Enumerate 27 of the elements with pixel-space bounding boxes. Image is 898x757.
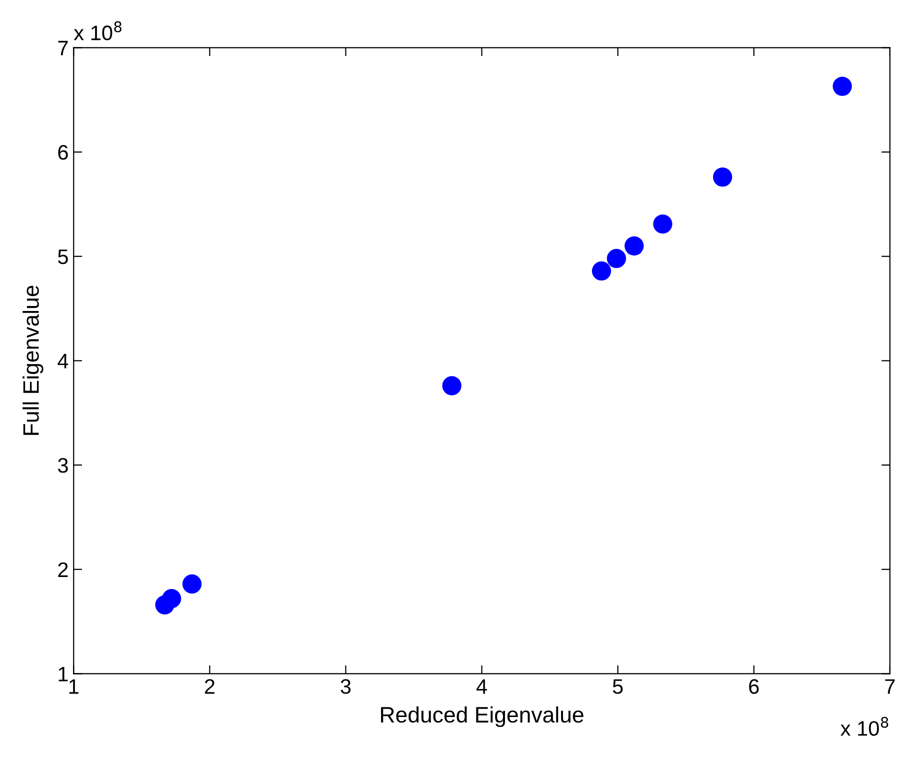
point — [182, 574, 202, 594]
x-tick-label: 2 — [204, 679, 214, 694]
y-tick-label: 3 — [58, 458, 68, 473]
x-tick-label: 4 — [476, 679, 487, 694]
point — [162, 589, 182, 608]
point — [592, 261, 612, 281]
x-tick-label: 5 — [612, 679, 623, 694]
point — [624, 236, 644, 256]
y-tick-label: 6 — [58, 145, 68, 160]
point — [713, 168, 732, 187]
y-tick-label: 7 — [58, 40, 68, 56]
point — [442, 376, 462, 396]
y-tick-label: 2 — [58, 562, 68, 577]
text: x 10$^{8}$ — [840, 716, 888, 736]
y-tick-label: 5 — [58, 250, 68, 264]
point — [653, 214, 672, 234]
y-tick-label: 1 — [58, 666, 68, 682]
x-tick-label: 7 — [885, 679, 895, 694]
text: x 10$^{8}$ — [74, 21, 122, 40]
x-axis-title: Reduced Eigenvalue — [381, 706, 584, 728]
x-tick-label: 1 — [69, 679, 78, 694]
y-axis-title: Full Eigenvalue — [22, 286, 44, 435]
x-tick-label: 6 — [749, 679, 759, 694]
point — [606, 248, 626, 268]
y-tick-label: 4 — [58, 354, 68, 368]
point — [832, 76, 852, 96]
x-tick-label: 3 — [340, 679, 351, 694]
